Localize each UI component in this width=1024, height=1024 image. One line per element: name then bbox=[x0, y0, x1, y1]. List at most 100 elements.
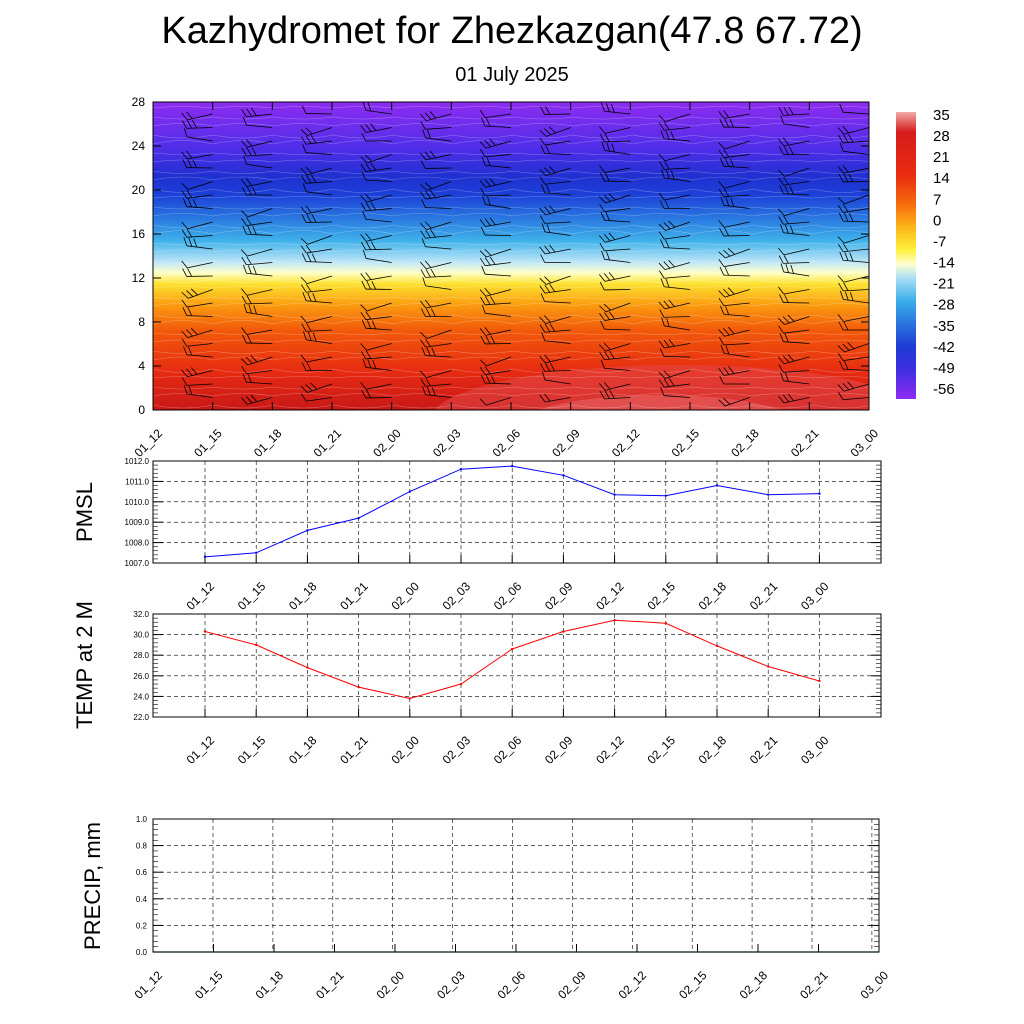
y-tick-label: 32.0 bbox=[133, 610, 149, 619]
wind-barb-flag bbox=[842, 165, 849, 173]
wind-barb-staff bbox=[604, 248, 631, 252]
wind-barb-flag bbox=[186, 368, 193, 376]
contour-line bbox=[153, 176, 869, 181]
wind-barb bbox=[658, 370, 691, 379]
wind-barb-flag bbox=[122, 233, 127, 242]
wind-barb-staff bbox=[425, 383, 452, 387]
data-point bbox=[459, 467, 463, 471]
data-point bbox=[818, 492, 821, 495]
wind-barb-staff bbox=[425, 246, 452, 250]
wind-barb-flag bbox=[842, 204, 849, 213]
x-tick-label: 02_12 bbox=[616, 968, 650, 1002]
contour-line bbox=[153, 296, 869, 300]
wind-barb bbox=[479, 177, 512, 188]
wind-barb-flag bbox=[133, 172, 138, 180]
wind-barb-flag bbox=[600, 320, 605, 330]
wind-barb-flag bbox=[241, 256, 247, 265]
wind-barb-staff bbox=[664, 247, 691, 250]
x-tick-label: 01_21 bbox=[313, 968, 347, 1002]
wind-barb bbox=[479, 248, 512, 258]
wind-barb-flag bbox=[719, 266, 725, 276]
wind-barb-staff bbox=[485, 273, 512, 277]
wind-barb bbox=[479, 356, 512, 367]
wind-barb-flag bbox=[305, 205, 312, 214]
wind-barb-flag bbox=[603, 382, 611, 390]
wind-barb-flag bbox=[307, 292, 312, 302]
wind-barb-staff bbox=[306, 300, 333, 304]
wind-barb-staff bbox=[783, 341, 810, 344]
y-axis-label: PRECIP, mm bbox=[80, 822, 105, 950]
wind-barb bbox=[837, 235, 869, 244]
wind-barb-staff bbox=[664, 154, 691, 162]
wind-barb-staff bbox=[306, 167, 333, 176]
wind-barb-flag bbox=[310, 135, 317, 144]
wind-barb bbox=[599, 203, 631, 213]
wind-barb-staff bbox=[783, 271, 810, 277]
wind-barb bbox=[660, 387, 691, 398]
wind-barb bbox=[181, 288, 213, 299]
wind-barb-flag bbox=[365, 154, 373, 162]
wind-barb bbox=[479, 110, 512, 119]
wind-barb-flag bbox=[658, 153, 666, 162]
wind-barb-staff bbox=[153, 262, 154, 272]
wind-barb-flag bbox=[424, 151, 432, 160]
x-tick-label: 02_00 bbox=[388, 733, 422, 767]
wind-barb bbox=[778, 364, 810, 373]
wind-barb bbox=[181, 377, 213, 386]
wind-barb-flag bbox=[132, 339, 138, 348]
wind-barb-flag bbox=[252, 265, 257, 275]
wind-barb-flag bbox=[245, 178, 253, 186]
wind-barb-flag bbox=[665, 239, 670, 249]
wind-barb-flag bbox=[361, 132, 367, 142]
wind-barb bbox=[600, 320, 631, 331]
wind-barb-flag bbox=[251, 107, 257, 116]
wind-barb-flag bbox=[479, 398, 487, 406]
wind-barb-staff bbox=[307, 275, 333, 284]
wind-barb-staff bbox=[186, 245, 213, 250]
wind-barb bbox=[539, 165, 571, 176]
wind-barb-flag bbox=[361, 389, 367, 399]
wind-barb-flag bbox=[429, 150, 436, 159]
wind-barb-staff bbox=[723, 113, 750, 119]
wind-barb bbox=[780, 263, 810, 277]
wind-barb-staff bbox=[843, 368, 869, 371]
wind-barb-flag bbox=[426, 386, 431, 396]
wind-barb-staff bbox=[544, 181, 571, 185]
wind-barb-flag bbox=[361, 241, 367, 251]
wind-barb bbox=[779, 333, 810, 344]
colorbar-label: 0 bbox=[933, 212, 941, 229]
wind-barb-staff bbox=[485, 370, 512, 375]
x-tick-label: 01_18 bbox=[251, 426, 285, 460]
wind-barb-flag bbox=[427, 129, 431, 139]
wind-barb bbox=[659, 309, 691, 318]
wind-barb-flag bbox=[181, 112, 188, 121]
wind-barb-staff bbox=[485, 312, 512, 317]
wind-barb-flag bbox=[306, 323, 312, 332]
contour-line bbox=[153, 356, 869, 361]
wind-barb-flag bbox=[843, 282, 849, 291]
plot-frame bbox=[152, 818, 880, 953]
wind-barb-staff bbox=[664, 343, 691, 349]
data-point bbox=[767, 665, 770, 668]
y-tick-label: 0 bbox=[138, 403, 145, 417]
wind-barb-flag bbox=[664, 200, 670, 209]
wind-barb bbox=[241, 208, 273, 218]
wind-barb-flag bbox=[123, 319, 128, 327]
wind-barb-flag bbox=[838, 282, 844, 292]
wind-barb bbox=[539, 275, 571, 285]
wind-barb-flag bbox=[123, 358, 128, 367]
wind-barb-flag bbox=[778, 216, 784, 225]
wind-barb-flag bbox=[599, 390, 605, 400]
wind-barb bbox=[153, 383, 154, 389]
wind-barb-flag bbox=[599, 313, 605, 321]
wind-barb-staff bbox=[544, 153, 571, 155]
wind-barb-flag bbox=[838, 391, 844, 400]
wind-barb bbox=[300, 382, 333, 393]
wind-barb-flag bbox=[479, 359, 487, 367]
wind-barb-flag bbox=[545, 145, 551, 154]
wind-barb-flag bbox=[300, 167, 308, 175]
wind-barb bbox=[718, 140, 750, 150]
wind-barb bbox=[780, 372, 810, 385]
wind-barb-staff bbox=[724, 221, 750, 228]
wind-barb-flag bbox=[600, 359, 605, 369]
